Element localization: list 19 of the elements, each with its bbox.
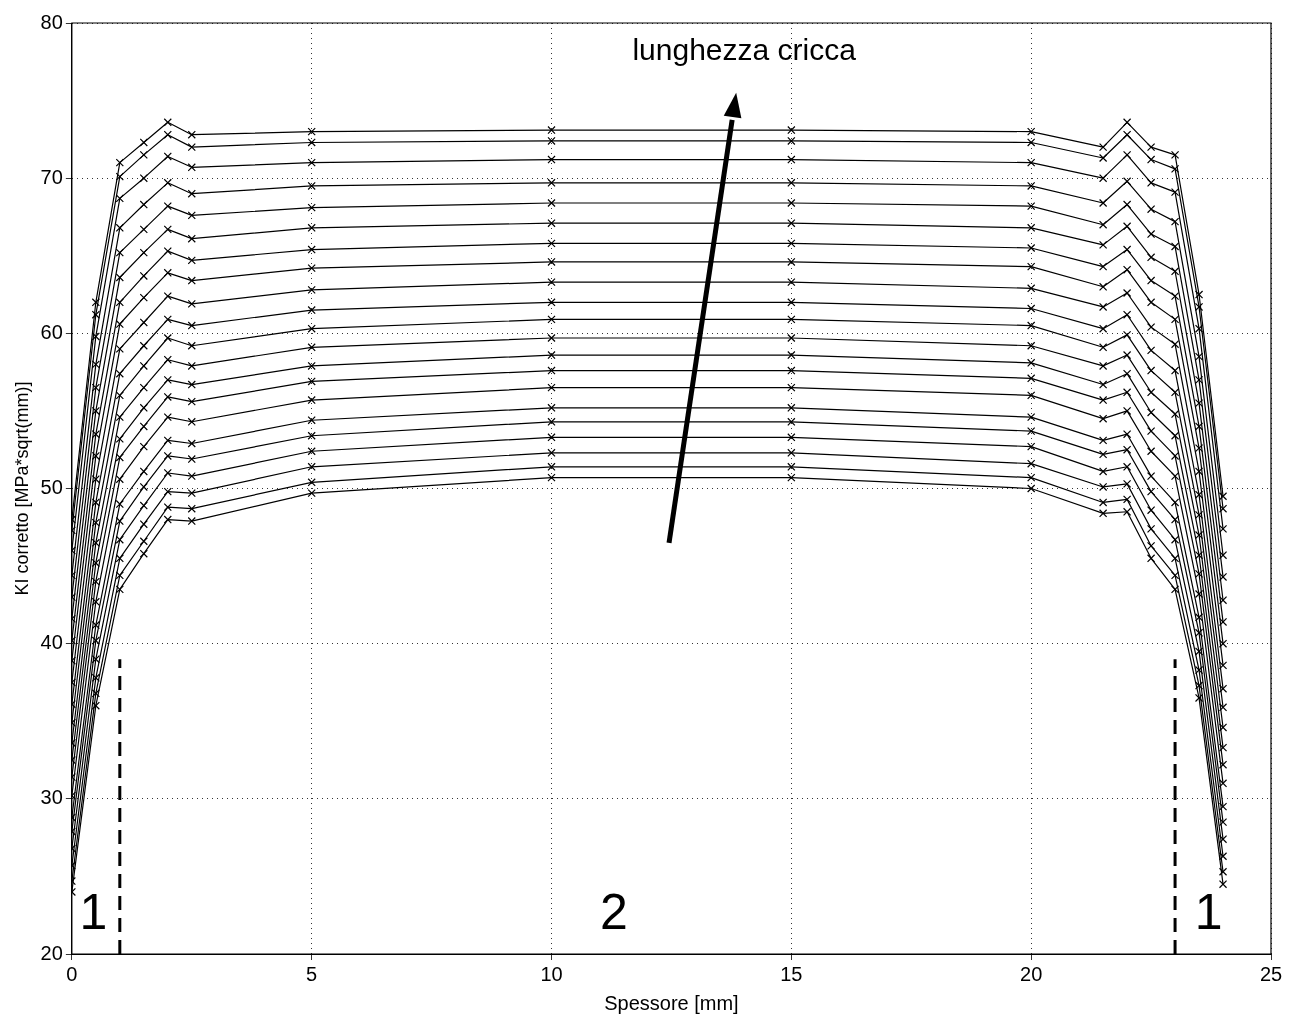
x-tick-label: 0 <box>66 962 78 985</box>
y-tick-label: 20 <box>40 941 63 964</box>
annotation: 1 <box>79 883 108 940</box>
x-tick-label: 15 <box>780 962 803 985</box>
annotation: 2 <box>599 883 628 940</box>
y-tick-label: 80 <box>40 10 63 33</box>
x-tick-label: 20 <box>1020 962 1043 985</box>
x-axis-title: Spessore [mm] <box>604 991 739 1014</box>
annotation: lunghezza cricca <box>632 32 857 66</box>
y-tick-label: 60 <box>40 320 63 343</box>
x-tick-label: 5 <box>306 962 318 985</box>
y-tick-label: 50 <box>40 476 63 499</box>
y-tick-label: 30 <box>40 786 63 809</box>
y-tick-label: 40 <box>40 631 63 654</box>
annotation: 1 <box>1194 883 1223 940</box>
x-tick-label: 10 <box>540 962 563 985</box>
y-axis-title: KI corretto [MPa*sqrt(mm)] <box>11 381 32 596</box>
x-tick-label: 25 <box>1259 962 1283 985</box>
y-tick-label: 70 <box>40 165 63 188</box>
